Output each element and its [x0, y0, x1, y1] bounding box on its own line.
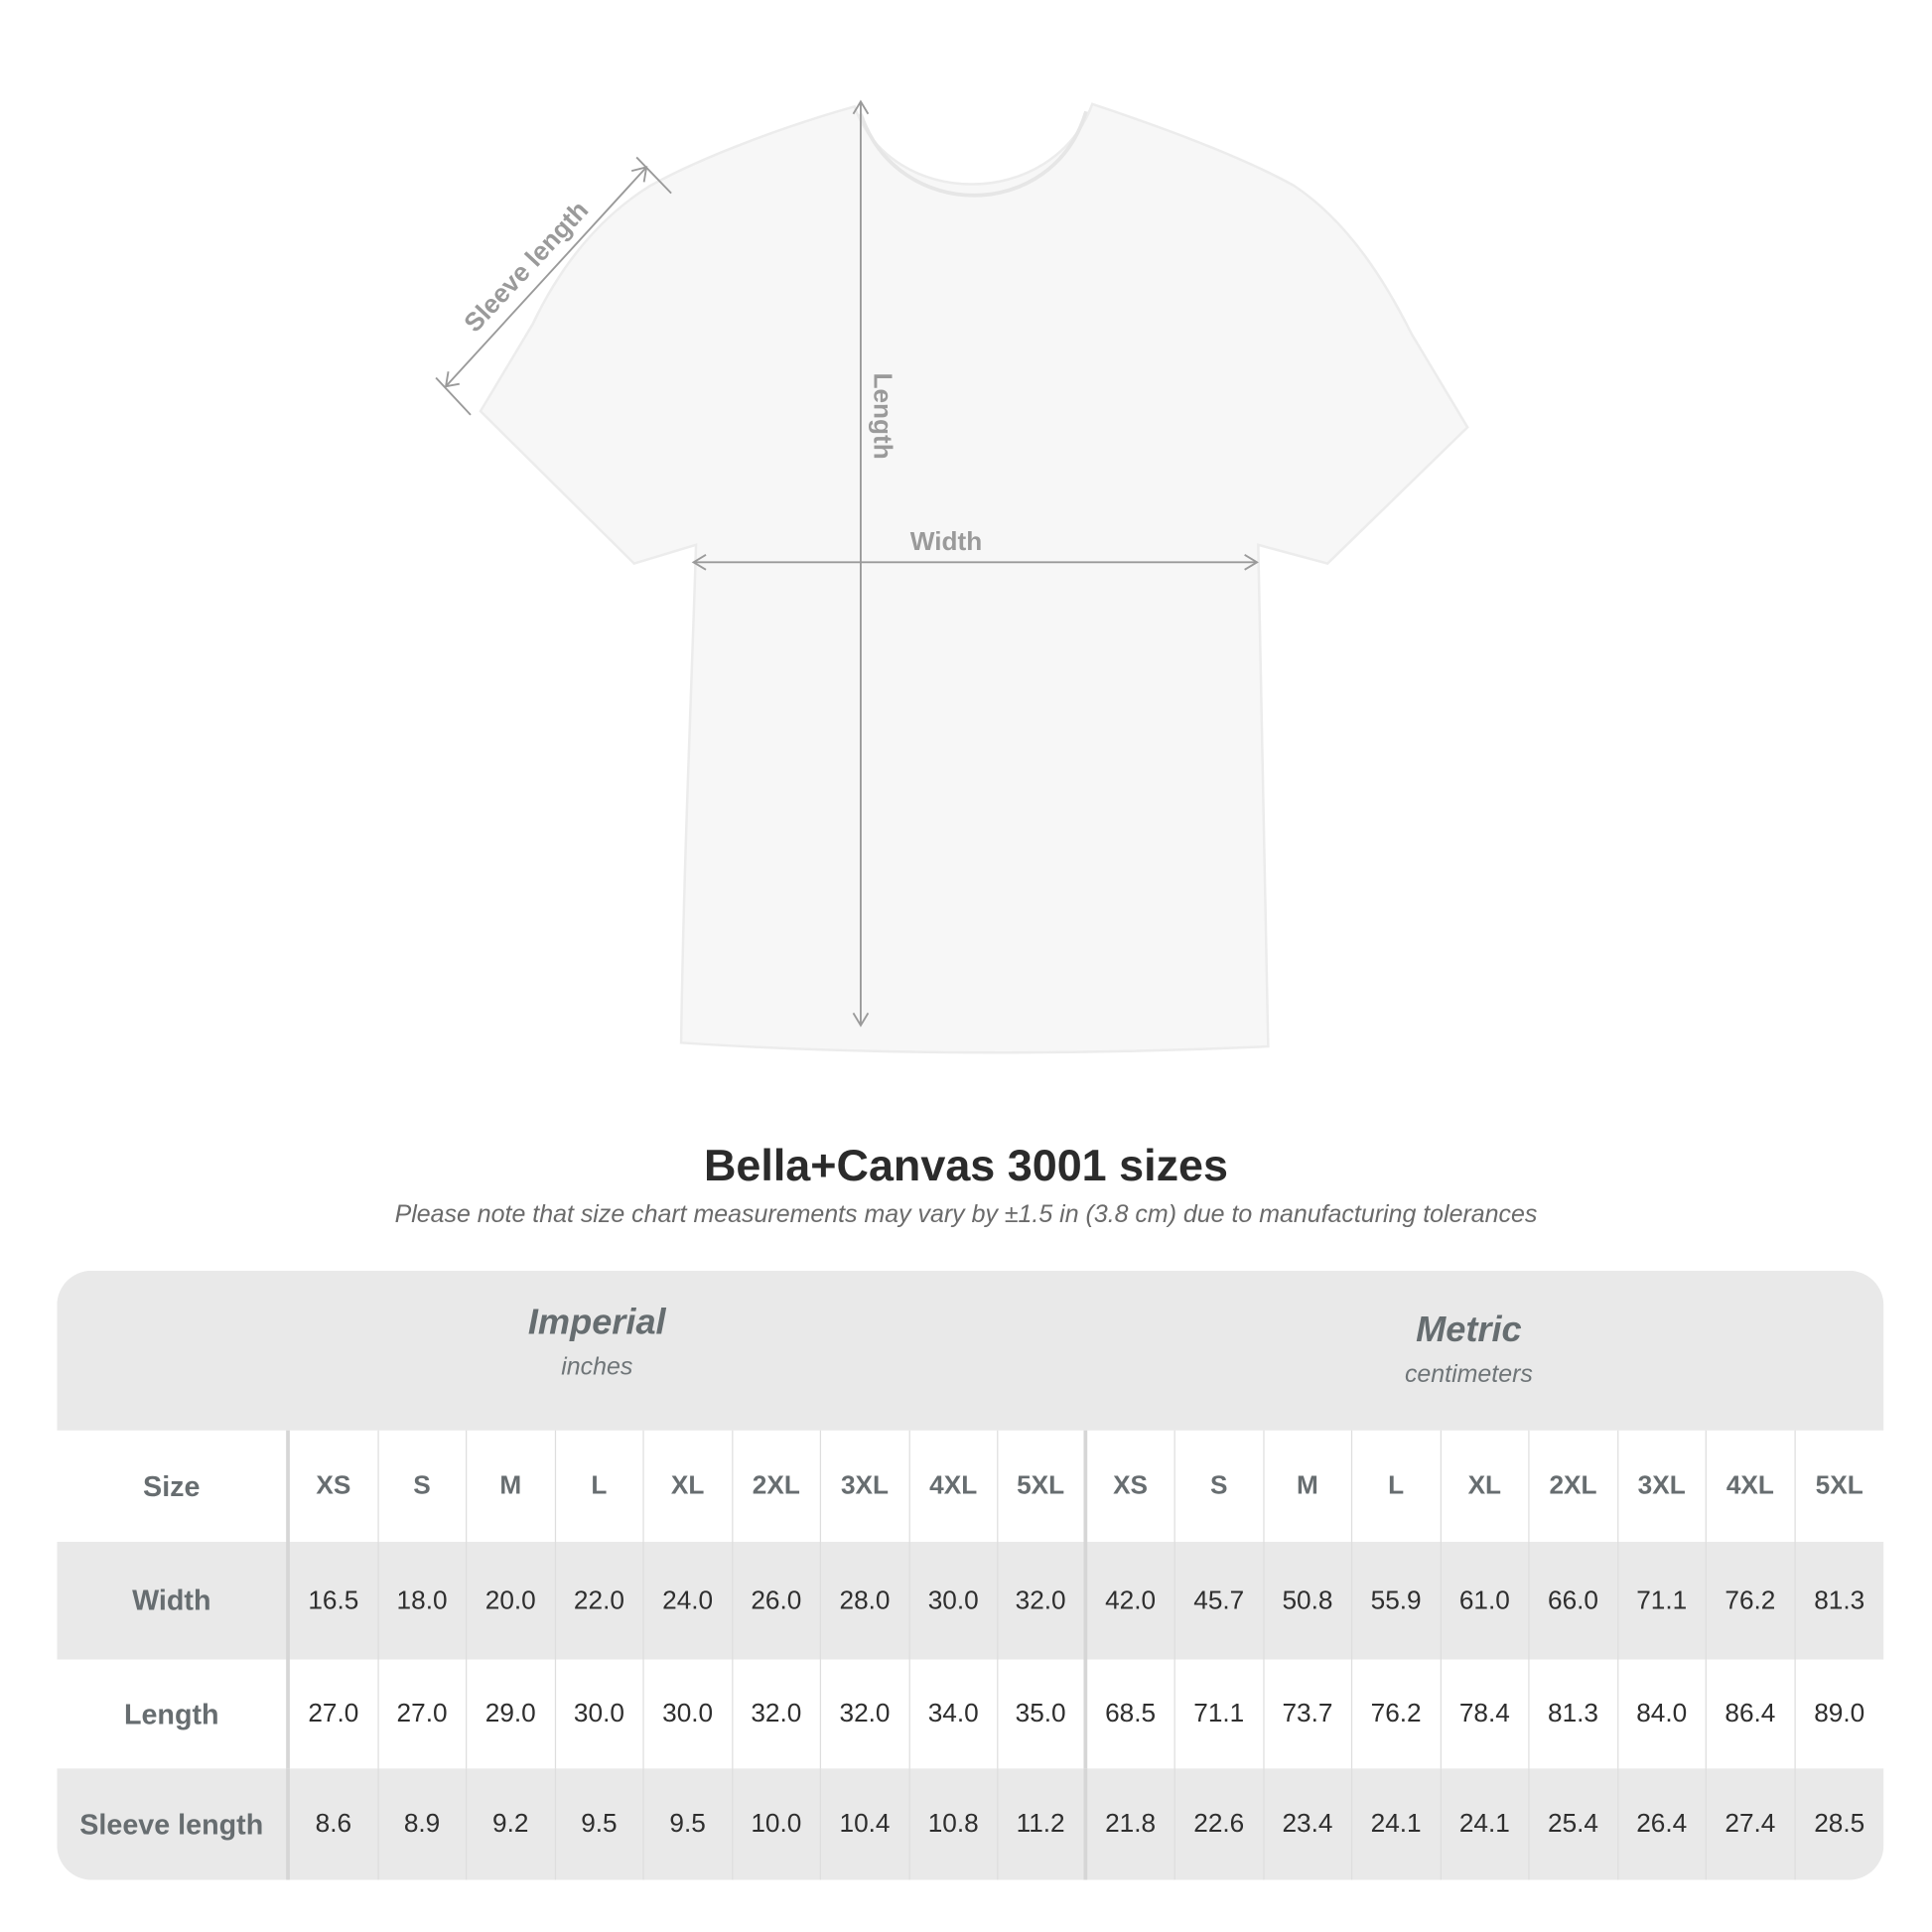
tshirt-shape: [479, 102, 1469, 1054]
imperial-title: Imperial: [527, 1303, 666, 1343]
table-cell: 10.0: [733, 1768, 822, 1880]
table-cell: 24.0: [644, 1542, 733, 1660]
size-header-cell: 5XL: [998, 1430, 1087, 1543]
table-cell: 81.3: [1814, 1586, 1865, 1614]
table-cell: 9.2: [467, 1768, 556, 1880]
table-cell: 68.5: [1087, 1659, 1175, 1769]
size-header-cell: 4XL: [909, 1430, 999, 1543]
table-cell: 18.0: [378, 1542, 468, 1660]
table-cell: 24.1: [1441, 1768, 1530, 1880]
table-cell: 26.4: [1618, 1768, 1707, 1880]
table-row: Length 27.0 27.0 29.0 30.0 30.0 32.0 32.0 34.0 35…: [57, 1659, 1883, 1769]
table-cell: 10.4: [821, 1768, 910, 1880]
table-cell: 76.2: [1707, 1542, 1796, 1660]
size-header-cell: 5XL: [1815, 1470, 1863, 1500]
table-cell: 84.0: [1618, 1659, 1707, 1769]
table-cell: 73.7: [1264, 1659, 1353, 1769]
size-header-cell: M: [1264, 1430, 1353, 1543]
table-cell: 10.8: [909, 1768, 999, 1880]
table-cell: 55.9: [1352, 1542, 1442, 1660]
table-cell: 8.9: [378, 1768, 468, 1880]
table-cell: 16.5: [290, 1542, 379, 1660]
size-header-cell: XL: [644, 1430, 733, 1543]
size-header-cell: M: [467, 1430, 556, 1543]
page-title: Bella+Canvas 3001 sizes: [703, 1139, 1228, 1190]
tolerance-note: Please note that size chart measurements…: [394, 1200, 1538, 1229]
table-cell: 71.1: [1618, 1542, 1707, 1660]
metric-unit: centimeters: [1404, 1360, 1533, 1389]
table-cell: 66.0: [1530, 1542, 1618, 1660]
table-cell: 71.1: [1175, 1659, 1264, 1769]
collar: [859, 110, 1088, 198]
metric-header: Metric centimeters: [1221, 1311, 1717, 1390]
size-table: Imperial inches Metric centimeters Size X…: [57, 1270, 1884, 1880]
table-header-band: Imperial inches Metric centimeters: [57, 1270, 1884, 1431]
table-row: Width 16.5 18.0 20.0 22.0 24.0 26.0 28.0 30.0 32.…: [57, 1542, 1884, 1660]
imperial-header: Imperial inches: [349, 1303, 845, 1382]
measure-lines: [435, 99, 1259, 1028]
table-cell: 28.5: [1814, 1809, 1865, 1839]
table-cell: 30.0: [909, 1542, 999, 1660]
imperial-unit: inches: [561, 1353, 633, 1381]
table-cell: 42.0: [1087, 1542, 1175, 1660]
table-cell: 89.0: [1814, 1699, 1865, 1728]
table-cell: 11.2: [998, 1768, 1087, 1880]
table-cell: 20.0: [467, 1542, 556, 1660]
table-cell: 35.0: [998, 1659, 1087, 1769]
table-cell: 8.6: [290, 1768, 379, 1880]
size-header-cell: L: [1352, 1430, 1442, 1543]
table-cell: 30.0: [555, 1659, 644, 1769]
table-cell: 78.4: [1441, 1659, 1530, 1769]
size-header-cell: 3XL: [821, 1430, 910, 1543]
table-cell: 30.0: [644, 1659, 733, 1769]
size-header-cell: XL: [1441, 1430, 1530, 1543]
table-cell: 26.0: [733, 1542, 822, 1660]
width-label: Width: [910, 526, 982, 556]
table-cell: 34.0: [909, 1659, 999, 1769]
table-cell: 25.4: [1530, 1768, 1618, 1880]
table-cell: 32.0: [821, 1659, 910, 1769]
table-cell: 23.4: [1264, 1768, 1353, 1880]
table-cell: 32.0: [998, 1542, 1087, 1660]
table-cell: 27.0: [378, 1659, 468, 1769]
size-header-cell: XS: [290, 1430, 379, 1543]
size-header-row: Size XS S M L XL 2XL 3XL 4XL 5XL XS S M L XL 2XL 3XL 4XL 5…: [57, 1430, 1883, 1543]
size-header-cell: L: [555, 1430, 644, 1543]
metric-title: Metric: [1416, 1310, 1522, 1350]
row-label: Length: [57, 1659, 290, 1769]
length-label: Length: [869, 372, 898, 459]
size-header-cell: S: [1175, 1430, 1264, 1543]
table-cell: 45.7: [1175, 1542, 1264, 1660]
table-cell: 61.0: [1441, 1542, 1530, 1660]
table-cell: 86.4: [1707, 1659, 1796, 1769]
table-cell: 9.5: [555, 1768, 644, 1880]
table-cell: 32.0: [733, 1659, 822, 1769]
table-cell: 27.4: [1707, 1768, 1796, 1880]
table-cell: 27.0: [290, 1659, 379, 1769]
size-header-cell: 4XL: [1707, 1430, 1796, 1543]
table-cell: 50.8: [1264, 1542, 1353, 1660]
size-label: Size: [57, 1430, 290, 1543]
tshirt-diagram: Sleeve length Length Width: [435, 99, 1469, 1054]
row-label: Sleeve length: [57, 1768, 290, 1880]
table-cell: 76.2: [1352, 1659, 1442, 1769]
size-header-cell: 3XL: [1618, 1430, 1707, 1543]
row-label: Width: [57, 1542, 290, 1660]
table-cell: 29.0: [467, 1659, 556, 1769]
size-header-cell: XS: [1087, 1430, 1175, 1543]
table-cell: 24.1: [1352, 1768, 1442, 1880]
table-cell: 22.0: [555, 1542, 644, 1660]
size-header-cell: 2XL: [733, 1430, 822, 1543]
size-header-cell: S: [378, 1430, 468, 1543]
table-cell: 22.6: [1175, 1768, 1264, 1880]
table-cell: 28.0: [821, 1542, 910, 1660]
table-row: Sleeve length 8.6 8.9 9.2 9.5 9.5 10.0 10.4 10.8…: [57, 1768, 1884, 1880]
table-cell: 81.3: [1530, 1659, 1618, 1769]
table-cell: 9.5: [644, 1768, 733, 1880]
table-cell: 21.8: [1087, 1768, 1175, 1880]
size-header-cell: 2XL: [1530, 1430, 1618, 1543]
